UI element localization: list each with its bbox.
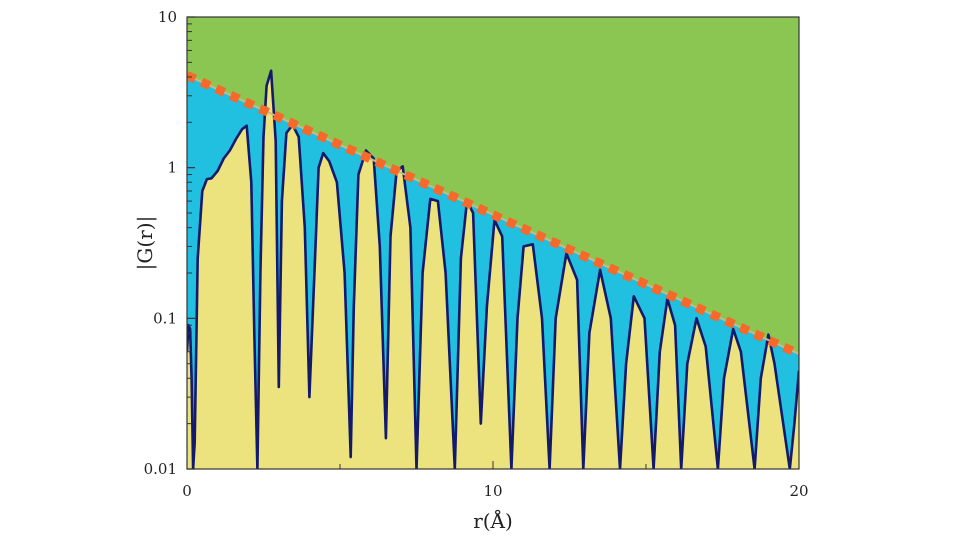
y-axis: 0.01 0.1 1 10 [144,8,195,478]
y-axis-title: |G(r)| [133,216,158,271]
plot-area [187,17,799,469]
x-tick-label: 0 [182,482,192,500]
envelope-dashed-line [187,71,799,359]
x-axis-title: r(Å) [473,508,513,533]
under-curve-region [187,70,799,469]
x-axis: 0 10 20 [182,461,809,500]
y-tick-label: 0.01 [144,460,177,478]
x-tick-label: 10 [483,482,502,500]
y-tick-label: 1 [167,159,177,177]
y-tick-label: 0.1 [153,309,177,327]
y-tick-label: 10 [158,8,177,26]
x-tick-label: 20 [789,482,808,500]
